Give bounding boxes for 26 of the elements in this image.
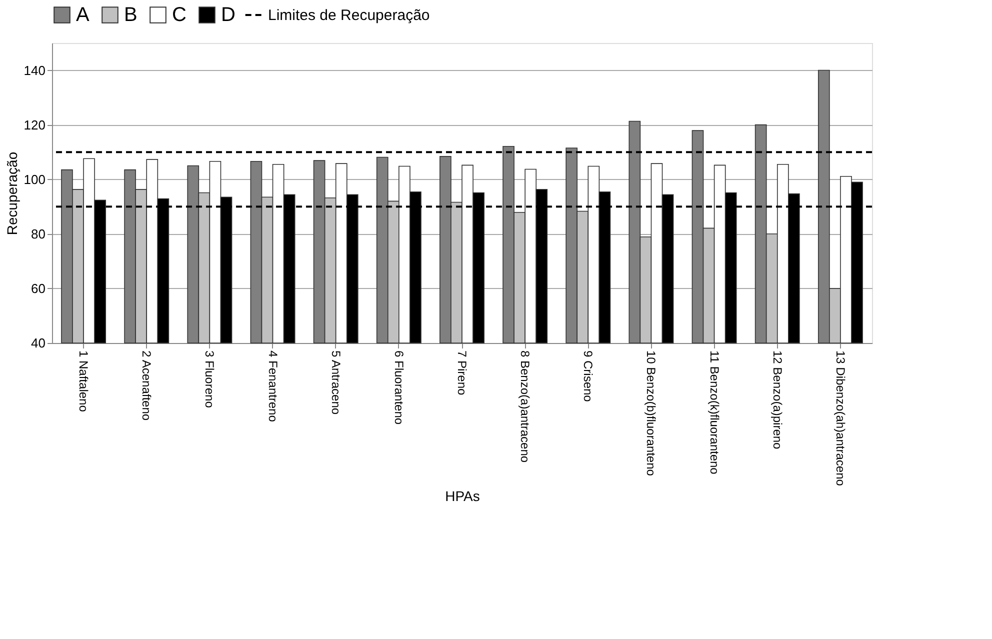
y-tick-label: 40 [31, 336, 46, 350]
legend-label: A [76, 4, 90, 26]
x-tick-label: 3 Fluoreno [202, 350, 217, 408]
x-tick-label: 7 Pireno [455, 350, 469, 396]
x-tick-label: 8 Benzo(a)antraceno [518, 350, 532, 463]
x-tick-label: 4 Fenantreno [266, 350, 280, 422]
x-tick-label: 6 Fluoranteno [392, 350, 406, 425]
x-tick-label: 2 Acenafteno [140, 350, 154, 421]
y-tick-label: 140 [24, 62, 46, 78]
y-tick-label: 60 [31, 280, 46, 296]
y-tick-label: 120 [24, 117, 46, 132]
y-tick-label: 100 [24, 172, 46, 187]
legend-label: C [172, 4, 186, 26]
x-axis-title: HPAs [445, 488, 480, 504]
x-tick-label: 13 Dibenzo(ah)antraceno [833, 350, 848, 486]
x-tick-label: 12 Benzo(a)pireno [770, 350, 784, 450]
x-tick-label: 10 Benzo(b)fluoranteno [644, 350, 658, 476]
x-tick-label: 11 Benzo(k)fluoranteno [707, 350, 722, 475]
y-axis-title: Recuperação [4, 152, 20, 236]
legend-label: Limites de Recuperação [268, 7, 430, 24]
legend-label: B [124, 4, 138, 26]
y-tick-label: 80 [31, 226, 46, 242]
x-tick-label: 1 Naftaleno [76, 350, 91, 412]
legend-label: D [221, 4, 236, 26]
x-tick-label: 9 Criseno [581, 350, 596, 402]
x-tick-label: 5 Antraceno [328, 350, 343, 415]
